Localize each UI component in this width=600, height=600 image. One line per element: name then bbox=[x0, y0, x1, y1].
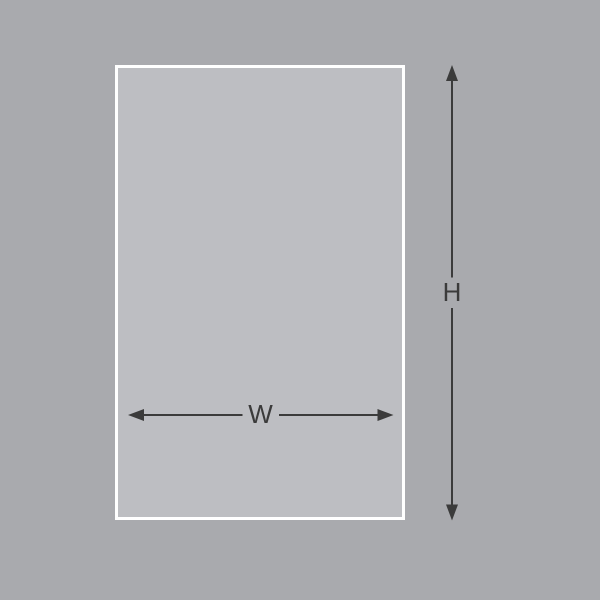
product-panel bbox=[115, 65, 405, 520]
diagram-canvas: W H bbox=[0, 0, 600, 600]
height-arrow-bottom bbox=[434, 290, 471, 539]
height-arrow-top bbox=[434, 47, 471, 296]
width-label: W bbox=[231, 399, 291, 430]
height-label: H bbox=[432, 277, 472, 308]
